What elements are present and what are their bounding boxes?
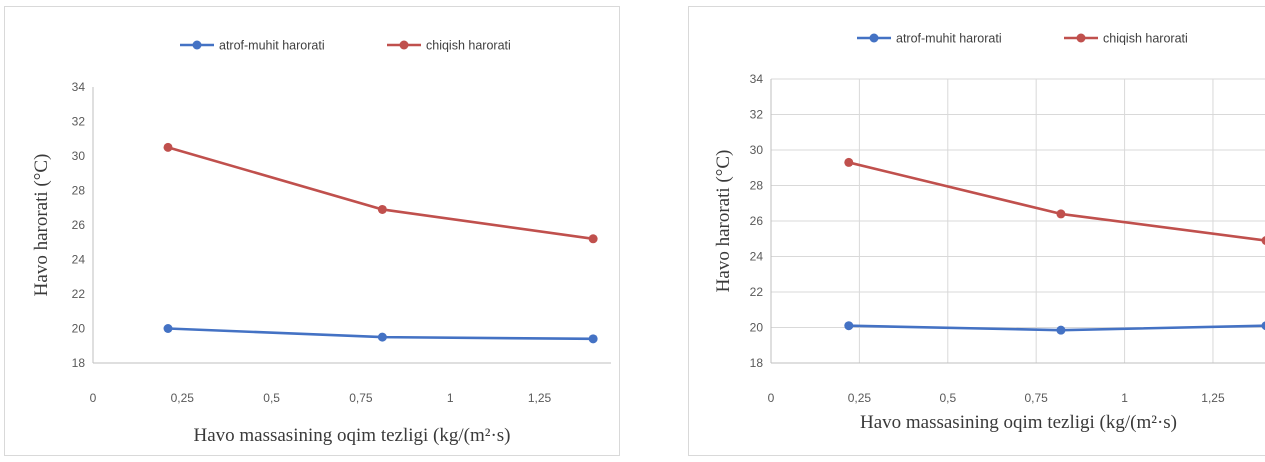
line-chart-right: 18 20 22 24 26 28 30 32 34 0 0,25 0,5 0,75 1 1,25 atrof… [713, 32, 1265, 433]
x-tick-label: 0,5 [939, 391, 956, 405]
x-tick-label: 0,75 [349, 391, 373, 405]
data-point [163, 324, 173, 333]
data-point [163, 142, 173, 152]
y-tick-label: 30 [72, 149, 86, 163]
legend-marker [869, 33, 879, 43]
series-line-2 [167, 146, 594, 241]
data-point [1056, 209, 1066, 219]
data-point [588, 334, 598, 344]
y-tick-label: 24 [750, 250, 764, 264]
data-point [588, 234, 598, 244]
x-tick-label: 1,25 [1201, 391, 1225, 405]
y-tick-label: 34 [72, 80, 86, 94]
series-line-2 [848, 161, 1265, 242]
data-point [377, 332, 387, 342]
data-point [1261, 321, 1265, 331]
y-tick-label: 26 [750, 214, 764, 228]
y-tick-label: 32 [750, 108, 764, 122]
y-tick-label: 18 [750, 356, 764, 370]
x-tick-label: 0,75 [1024, 391, 1048, 405]
legend-label: chiqish harorati [1103, 32, 1188, 46]
data-point [1261, 236, 1265, 245]
y-axis-title: Havo harorati (°C) [713, 150, 734, 293]
y-tick-label: 20 [72, 322, 86, 336]
chart-panel-left: 18 20 22 24 26 28 30 32 34 0 0,25 0,5 0,75 1 1,25 atrof… [4, 6, 620, 456]
y-tick-label: 34 [750, 72, 764, 86]
x-axis-title: Havo massasining oqim tezligi (kg/(m²·s) [193, 425, 510, 446]
x-axis-title: Havo massasining oqim tezligi (kg/(m²·s) [860, 412, 1177, 433]
line-chart-left: 18 20 22 24 26 28 30 32 34 0 0,25 0,5 0,75 1 1,25 atrof… [31, 39, 611, 446]
y-tick-label: 26 [72, 218, 86, 232]
y-tick-label: 22 [750, 285, 764, 299]
x-tick-label: 0,5 [263, 391, 280, 405]
x-tick-label: 0,25 [171, 391, 195, 405]
data-point [844, 321, 854, 331]
y-tick-label: 28 [72, 184, 86, 198]
y-axis-title: Havo harorati (°C) [31, 154, 52, 297]
data-point [377, 204, 387, 214]
data-point [1056, 325, 1066, 335]
chart-panel-right: 18 20 22 24 26 28 30 32 34 0 0,25 0,5 0,75 1 1,25 atrof… [688, 6, 1265, 456]
y-tick-label: 18 [72, 356, 86, 370]
x-tick-label: 0,25 [848, 391, 872, 405]
legend-marker [192, 40, 202, 50]
legend-label: atrof-muhit harorati [219, 39, 325, 53]
legend-label: chiqish harorati [426, 39, 511, 53]
x-tick-label: 0 [768, 391, 775, 405]
y-tick-label: 24 [72, 253, 86, 267]
data-point [844, 157, 854, 167]
legend-marker [1076, 33, 1086, 43]
y-tick-label: 22 [72, 287, 86, 301]
x-tick-label: 1,25 [528, 391, 552, 405]
y-tick-label: 20 [750, 321, 764, 335]
y-tick-label: 30 [750, 143, 764, 157]
legend-label: atrof-muhit harorati [896, 32, 1002, 46]
x-tick-label: 0 [90, 391, 97, 405]
legend-marker [399, 40, 409, 50]
x-tick-label: 1 [447, 391, 454, 405]
y-tick-label: 32 [72, 115, 86, 129]
x-tick-label: 1 [1121, 391, 1128, 405]
y-tick-label: 28 [750, 179, 764, 193]
